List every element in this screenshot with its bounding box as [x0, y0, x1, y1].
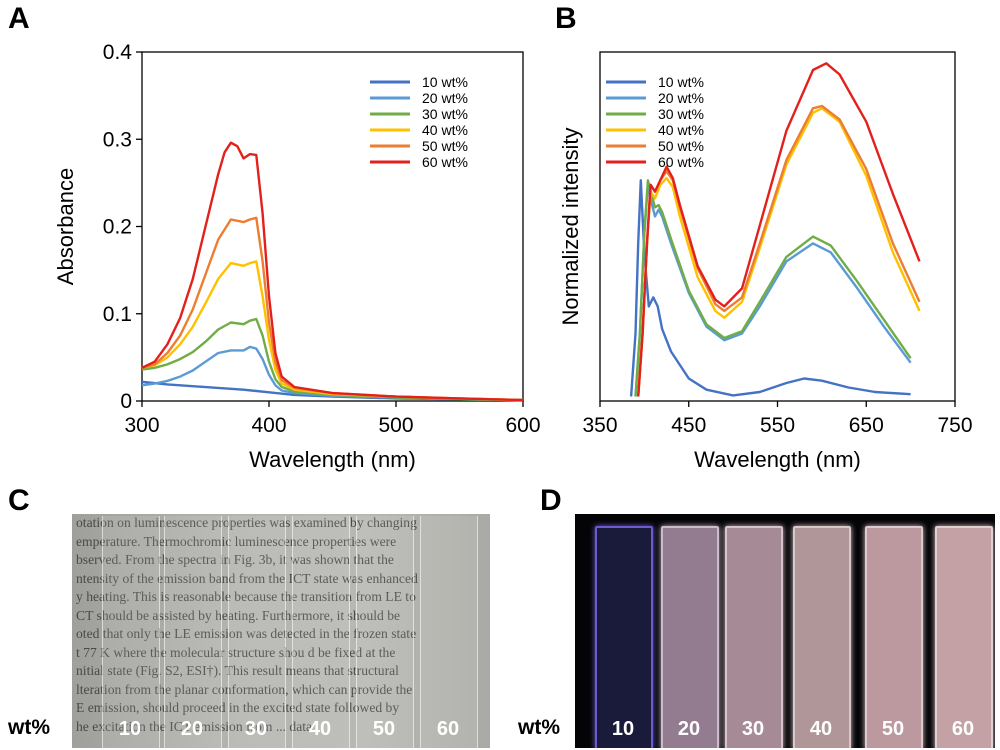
paper-text-line: otation on luminescence properties was e… [76, 515, 417, 530]
chart-a-x-tick-label: 600 [505, 414, 540, 437]
chart-b-series-line-2 [634, 183, 912, 397]
panel-letter-c: C [8, 484, 30, 517]
chart-a-series-line-3 [141, 317, 524, 402]
chart-a-y-tick-label: 0.1 [103, 303, 132, 326]
panel-letter-b: B [555, 2, 577, 35]
chart-b-x-tick-label: 550 [760, 414, 795, 437]
chart-b-legend-label-2: 20 wt% [658, 90, 704, 106]
sample-number-label-d: 20 [677, 718, 701, 740]
chart-a-series-line-1 [141, 380, 524, 402]
paper-text-block: otation on luminescence properties was e… [76, 514, 490, 736]
chart-b-series-line-1 [629, 179, 911, 397]
film-strip-transparent [164, 516, 222, 748]
chart-b-legend-label-3: 30 wt% [658, 106, 704, 122]
sample-number-label-d: 10 [611, 718, 635, 740]
paper-text-line: emperature. Thermochromic luminescence p… [76, 533, 397, 549]
paper-text-line: t 77 K where the molecular structure sho… [76, 644, 396, 660]
chart-b-legend-label-5: 50 wt% [658, 138, 704, 154]
chart-a-series-line-5 [141, 216, 524, 402]
sample-number-label-d: 50 [881, 718, 905, 740]
photo-film-transparency: otation on luminescence properties was e… [72, 514, 490, 748]
chart-a-legend-label-4: 40 wt% [422, 122, 468, 138]
chart-a-x-tick-label: 400 [251, 414, 286, 437]
film-strip-transparent [356, 516, 414, 748]
chart-b-legend-label-1: 10 wt% [658, 74, 704, 90]
paper-text-line: nitial state (Fig. S2, ESI†). This resul… [76, 663, 399, 678]
sample-number-label-d: 60 [951, 718, 975, 740]
chart-a-legend-label-5: 50 wt% [422, 138, 468, 154]
chart-b-series-line-6 [637, 62, 921, 397]
panel-letter-a: A [8, 2, 30, 35]
emission-chart: 350 450 550 650 750 Wavelength (nm) Normalized… [558, 51, 973, 472]
panel-letter-d: D [540, 484, 562, 517]
wt-label-c: wt% [8, 716, 50, 739]
chart-a-y-axis-title: Absorbance [53, 168, 78, 285]
chart-b-x-tick-label: 750 [937, 414, 972, 437]
chart-a-y-tick-label: 0.4 [103, 41, 133, 64]
chart-a-x-tick-label: 300 [124, 414, 159, 437]
photo-film-emission [575, 514, 995, 748]
film-strip-luminescent [793, 526, 851, 748]
paper-text-line: bserved. From the spectra in Fig. 3b, it… [76, 552, 394, 567]
sample-number-label-c: 20 [180, 718, 204, 740]
chart-b-x-tick-label: 450 [671, 414, 706, 437]
chart-a-legend-label-6: 60 wt% [422, 154, 468, 170]
wt-label-d: wt% [518, 716, 560, 739]
chart-b-legend-label-4: 40 wt% [658, 122, 704, 138]
sample-number-label-d: 30 [741, 718, 765, 740]
sample-number-label-c: 40 [308, 718, 332, 740]
chart-b-y-axis-title: Normalized intensity [558, 127, 583, 325]
chart-b-x-tick-label: 350 [582, 414, 617, 437]
chart-b-series-line-3 [634, 179, 912, 397]
paper-text-line: E emission, should proceed in the excite… [76, 700, 400, 715]
chart-b-series-line-4 [637, 107, 921, 397]
paper-text-line: oted that only the LE emission was detec… [76, 626, 417, 641]
film-strip-transparent [292, 516, 350, 748]
sample-number-label-c: 60 [436, 718, 460, 740]
paper-text-line: CT should be assisted by heating. Furthe… [76, 607, 401, 623]
film-strip-luminescent [595, 526, 653, 748]
chart-a-x-tick-label: 500 [378, 414, 413, 437]
chart-b-x-axis-title: Wavelength (nm) [694, 447, 861, 472]
chart-b-legend-label-6: 60 wt% [658, 154, 704, 170]
film-strip-luminescent [865, 526, 923, 748]
chart-a-y-tick-label: 0.2 [103, 216, 132, 239]
film-strip-transparent [420, 516, 478, 748]
film-strip-luminescent [661, 526, 719, 748]
chart-b-x-tick-label: 650 [849, 414, 884, 437]
chart-a-x-axis-title: Wavelength (nm) [249, 447, 416, 472]
film-strip-transparent [102, 516, 160, 748]
paper-text-line: y heating. This is reasonable because th… [76, 589, 416, 604]
absorbance-chart: 300 400 500 600 0 0.1 0.2 0.3 0.4 Wavelength (nm)… [53, 41, 540, 472]
sample-number-label-d: 40 [809, 718, 833, 740]
film-strip-luminescent [935, 526, 993, 748]
chart-a-series-line-6 [141, 141, 524, 402]
film-strip-luminescent [725, 526, 783, 748]
chart-b-plot-frame [599, 51, 956, 402]
chart-a-series-line-4 [141, 260, 524, 402]
chart-a-legend-label-3: 30 wt% [422, 106, 468, 122]
paper-text-line: he excitation the ICT emission from ... … [76, 718, 313, 734]
sample-number-label-c: 50 [372, 718, 396, 740]
chart-a-legend-label-1: 10 wt% [422, 74, 468, 90]
sample-number-label-c: 30 [244, 718, 268, 740]
paper-text-line: lteration from the planar conformation, … [76, 681, 413, 697]
chart-a-y-tick-label: 0 [120, 390, 132, 413]
sample-number-label-c: 10 [118, 718, 142, 740]
chart-a-y-tick-label: 0.3 [103, 128, 132, 151]
film-strip-transparent [228, 516, 286, 748]
paper-text-line: ntensity of the emission band from the I… [76, 570, 418, 586]
chart-a-legend-label-2: 20 wt% [422, 90, 468, 106]
